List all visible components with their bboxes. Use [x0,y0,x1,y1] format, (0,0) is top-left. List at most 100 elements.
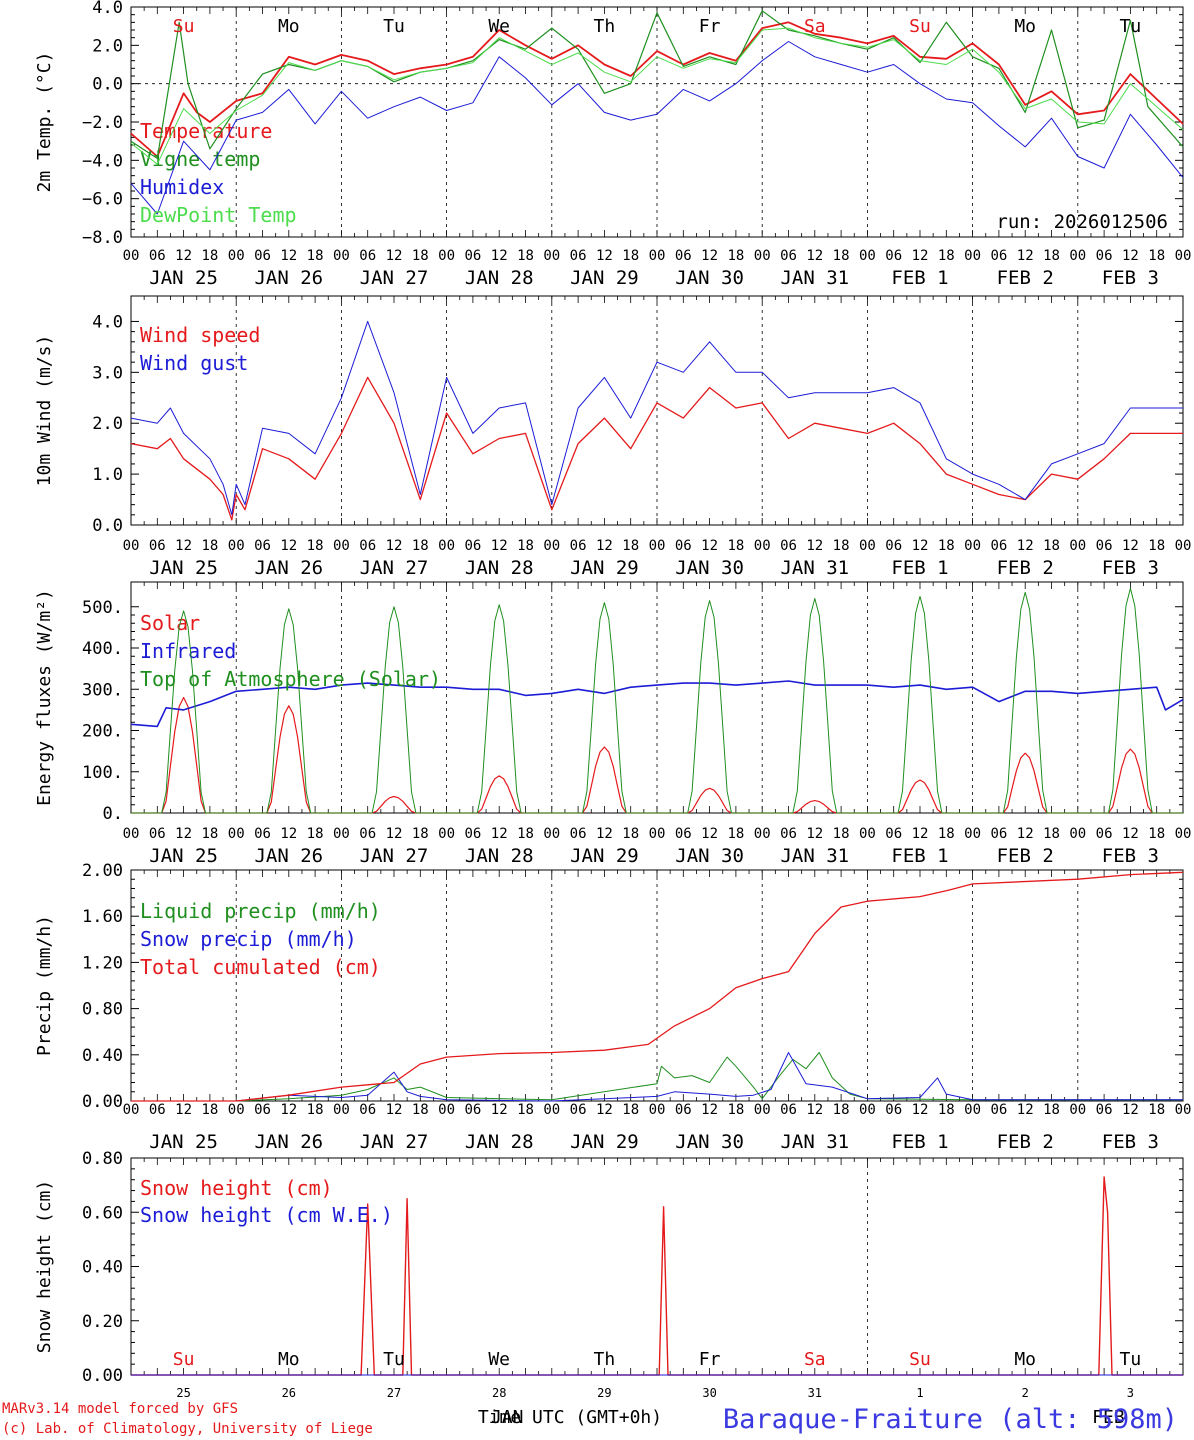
weekday-label: We [488,1349,510,1370]
hour-tick-label: 06 [149,248,166,264]
weekday-label: Mo [1014,1349,1036,1370]
day-number-label: 3 [1127,1386,1134,1400]
date-label: JAN 30 [675,267,744,289]
hour-tick-label: 06 [885,1102,902,1118]
day-number-label: 29 [597,1386,611,1400]
weekday-label: Su [173,1349,195,1370]
y-tick-label: 2.00 [82,861,123,881]
hour-tick-label: 00 [333,248,350,264]
day-number-label: 26 [282,1386,296,1400]
series-humidex [130,41,1184,215]
date-label: JAN 26 [254,845,323,867]
hour-tick-label: 06 [464,538,481,554]
hour-tick-label: 18 [1148,248,1165,264]
hour-tick-label: 06 [675,826,692,842]
y-tick-label: 0.80 [82,1000,123,1020]
hour-tick-label: 06 [149,1102,166,1118]
hour-tick-label: 06 [359,248,376,264]
weekday-label: Tu [1120,16,1142,37]
hour-tick-label: 00 [964,1102,981,1118]
hour-tick-label: 06 [359,826,376,842]
y-axis-label: Precip (mm/h) [34,915,55,1056]
hour-tick-label: 06 [675,248,692,264]
date-label: JAN 29 [570,557,639,579]
date-label: JAN 27 [360,557,429,579]
weekday-label: We [488,16,510,37]
hour-tick-label: 06 [1096,1102,1113,1118]
date-label: FEB 1 [891,267,948,289]
hour-tick-label: 00 [228,826,245,842]
hour-tick-label: 18 [1148,826,1165,842]
series-wind-gust [130,320,1183,516]
hour-tick-label: 18 [412,248,429,264]
hour-tick-label: 18 [1043,1102,1060,1118]
day-number-label: 28 [492,1386,506,1400]
hour-tick-label: 18 [727,1102,744,1118]
series-solar [131,696,1183,814]
legend-entry: Liquid precip (mm/h) [140,899,381,923]
y-tick-label: 100. [82,763,123,783]
y-tick-label: 200. [82,722,123,742]
legend-entry: Total cumulated (cm) [140,955,381,979]
y-tick-label: 2.0 [92,36,123,56]
hour-tick-label: 00 [1175,1102,1192,1118]
date-label: FEB 3 [1102,557,1159,579]
hour-tick-label: 12 [386,826,403,842]
day-number-label: 30 [702,1386,716,1400]
hour-tick-label: 12 [596,538,613,554]
date-label: JAN 27 [360,1131,429,1153]
date-label: JAN 26 [254,557,323,579]
day-number-label: 25 [176,1386,190,1400]
hour-tick-label: 00 [543,248,560,264]
hour-tick-label: 12 [701,248,718,264]
hour-tick-label: 06 [885,826,902,842]
site-label: Baraque-Fraiture (alt: 598m) [723,1404,1178,1435]
hour-tick-label: 18 [1148,1102,1165,1118]
hour-tick-label: 18 [622,826,639,842]
hour-tick-label: 00 [333,1102,350,1118]
series-snow-precip-mm-h- [131,1052,1183,1102]
hour-tick-label: 00 [964,538,981,554]
date-label: FEB 1 [891,557,948,579]
panel-temp: 4.02.00.0−2.0−4.0−6.0−8.02m Temp. (°C) Te… [34,0,1191,289]
hour-tick-label: 06 [570,248,587,264]
hour-tick-label: 00 [228,248,245,264]
panel-energy: 500. 400. 300. 200. 100. 0. Energy fluxes (W/m… [34,581,1191,867]
weekday-label: Sa [804,1349,826,1370]
date-label: FEB 3 [1102,1131,1159,1153]
hour-tick-label: 00 [123,538,140,554]
hour-tick-label: 06 [675,1102,692,1118]
weekday-label: Mo [1014,16,1036,37]
hour-tick-label: 18 [1043,826,1060,842]
y-tick-label: 400. [82,639,123,659]
date-label: JAN 30 [675,557,744,579]
hour-tick-label: 12 [386,538,403,554]
date-label: JAN 29 [570,267,639,289]
hour-tick-label: 00 [754,1102,771,1118]
series-wind-speed [130,376,1183,521]
hour-tick-label: 12 [280,248,297,264]
hour-tick-label: 00 [1175,538,1192,554]
series-infrared [130,680,1184,728]
hour-tick-label: 18 [201,1102,218,1118]
hour-tick-label: 00 [859,1102,876,1118]
hour-tick-label: 06 [254,826,271,842]
hour-tick-label: 00 [123,248,140,264]
hour-tick-label: 06 [990,538,1007,554]
hour-tick-label: 06 [990,826,1007,842]
hour-tick-label: 06 [254,538,271,554]
legend-entry: Snow precip (mm/h) [140,927,357,951]
hour-tick-label: 18 [412,1102,429,1118]
date-label: FEB 2 [997,845,1054,867]
legend-entry: Wind gust [140,351,248,375]
hour-tick-label: 12 [386,248,403,264]
hour-tick-label: 12 [596,248,613,264]
hour-tick-label: 12 [175,248,192,264]
hour-tick-label: 12 [1017,538,1034,554]
hour-tick-label: 12 [1017,1102,1034,1118]
weekday-label: Th [594,1349,616,1370]
y-tick-label: 0.60 [82,1203,123,1223]
hour-tick-label: 18 [517,1102,534,1118]
hour-tick-label: 18 [307,538,324,554]
y-tick-label: −4.0 [82,151,123,171]
